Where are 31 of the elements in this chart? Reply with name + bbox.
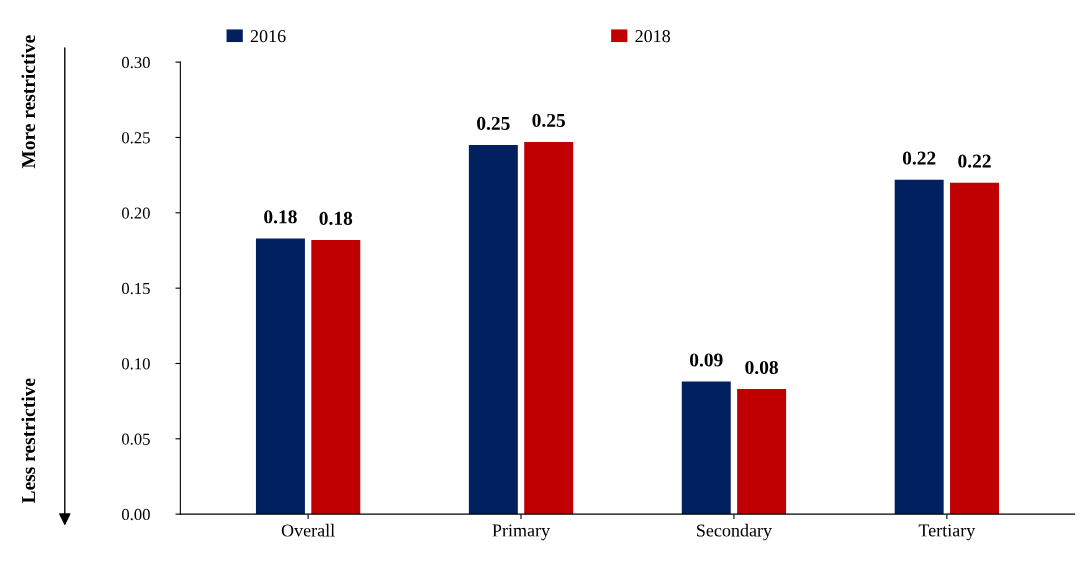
text: Less restrictive <box>21 378 36 504</box>
data-label: 0.22 <box>902 151 936 165</box>
bar <box>894 179 944 515</box>
y-tick-label: 0.15 <box>121 282 150 295</box>
y-tick-label: 0.10 <box>121 358 150 370</box>
x-tick-label: Secondary <box>697 523 772 541</box>
bar <box>950 182 1000 515</box>
legend-label: 2018 <box>635 30 671 43</box>
bar <box>255 238 305 515</box>
data-label: 0.09 <box>689 353 723 367</box>
x-tick-label: Primary <box>492 524 551 541</box>
legend-label: 2016 <box>250 30 286 43</box>
y-tick-label: 0.05 <box>121 433 150 445</box>
data-label: 0.08 <box>745 360 778 375</box>
bar <box>737 389 787 515</box>
data-label: 0.18 <box>319 211 353 225</box>
data-label: 0.22 <box>958 154 991 168</box>
bar <box>311 239 361 515</box>
data-label: 0.18 <box>264 210 297 224</box>
bar <box>524 142 574 515</box>
x-tick-label: Tertiary <box>918 524 976 541</box>
y-tick-label: 0.25 <box>121 132 150 144</box>
data-label: 0.25 <box>477 116 510 131</box>
bar <box>468 145 518 515</box>
y-tick-label: 0.20 <box>121 207 150 219</box>
y-tick-label: 0.30 <box>121 56 150 69</box>
bar <box>681 381 731 515</box>
data-label: 0.25 <box>532 113 565 128</box>
y-tick-label: 0.00 <box>121 508 150 521</box>
text: More restrictive <box>21 35 36 169</box>
x-tick-label: Overall <box>281 523 335 537</box>
